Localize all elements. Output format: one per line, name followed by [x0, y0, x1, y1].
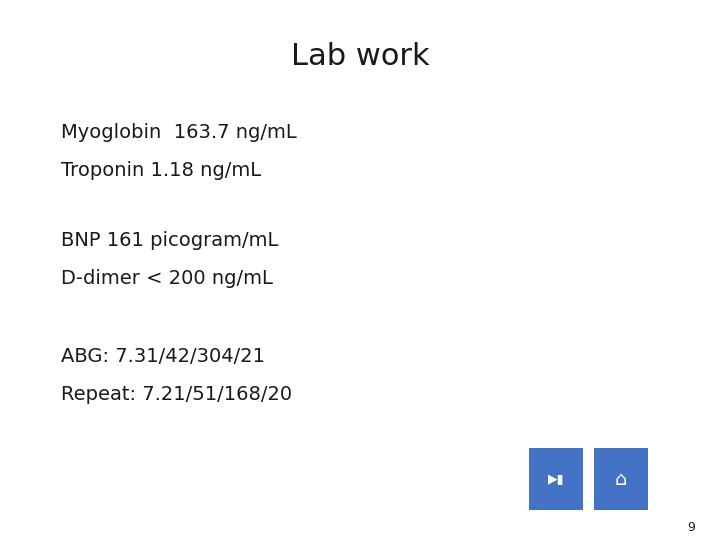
Text: ▶▮: ▶▮ [548, 472, 564, 486]
FancyBboxPatch shape [529, 448, 583, 510]
Text: Repeat: 7.21/51/168/20: Repeat: 7.21/51/168/20 [61, 384, 292, 404]
Text: Lab work: Lab work [291, 42, 429, 71]
Text: 9: 9 [687, 521, 695, 534]
Text: ⌂: ⌂ [615, 470, 627, 489]
Text: Troponin 1.18 ng/mL: Troponin 1.18 ng/mL [61, 160, 261, 180]
Text: D-dimer < 200 ng/mL: D-dimer < 200 ng/mL [61, 268, 273, 288]
Text: BNP 161 picogram/mL: BNP 161 picogram/mL [61, 231, 279, 250]
FancyBboxPatch shape [594, 448, 648, 510]
Text: ABG: 7.31/42/304/21: ABG: 7.31/42/304/21 [61, 347, 265, 366]
Text: Myoglobin  163.7 ng/mL: Myoglobin 163.7 ng/mL [61, 123, 297, 142]
